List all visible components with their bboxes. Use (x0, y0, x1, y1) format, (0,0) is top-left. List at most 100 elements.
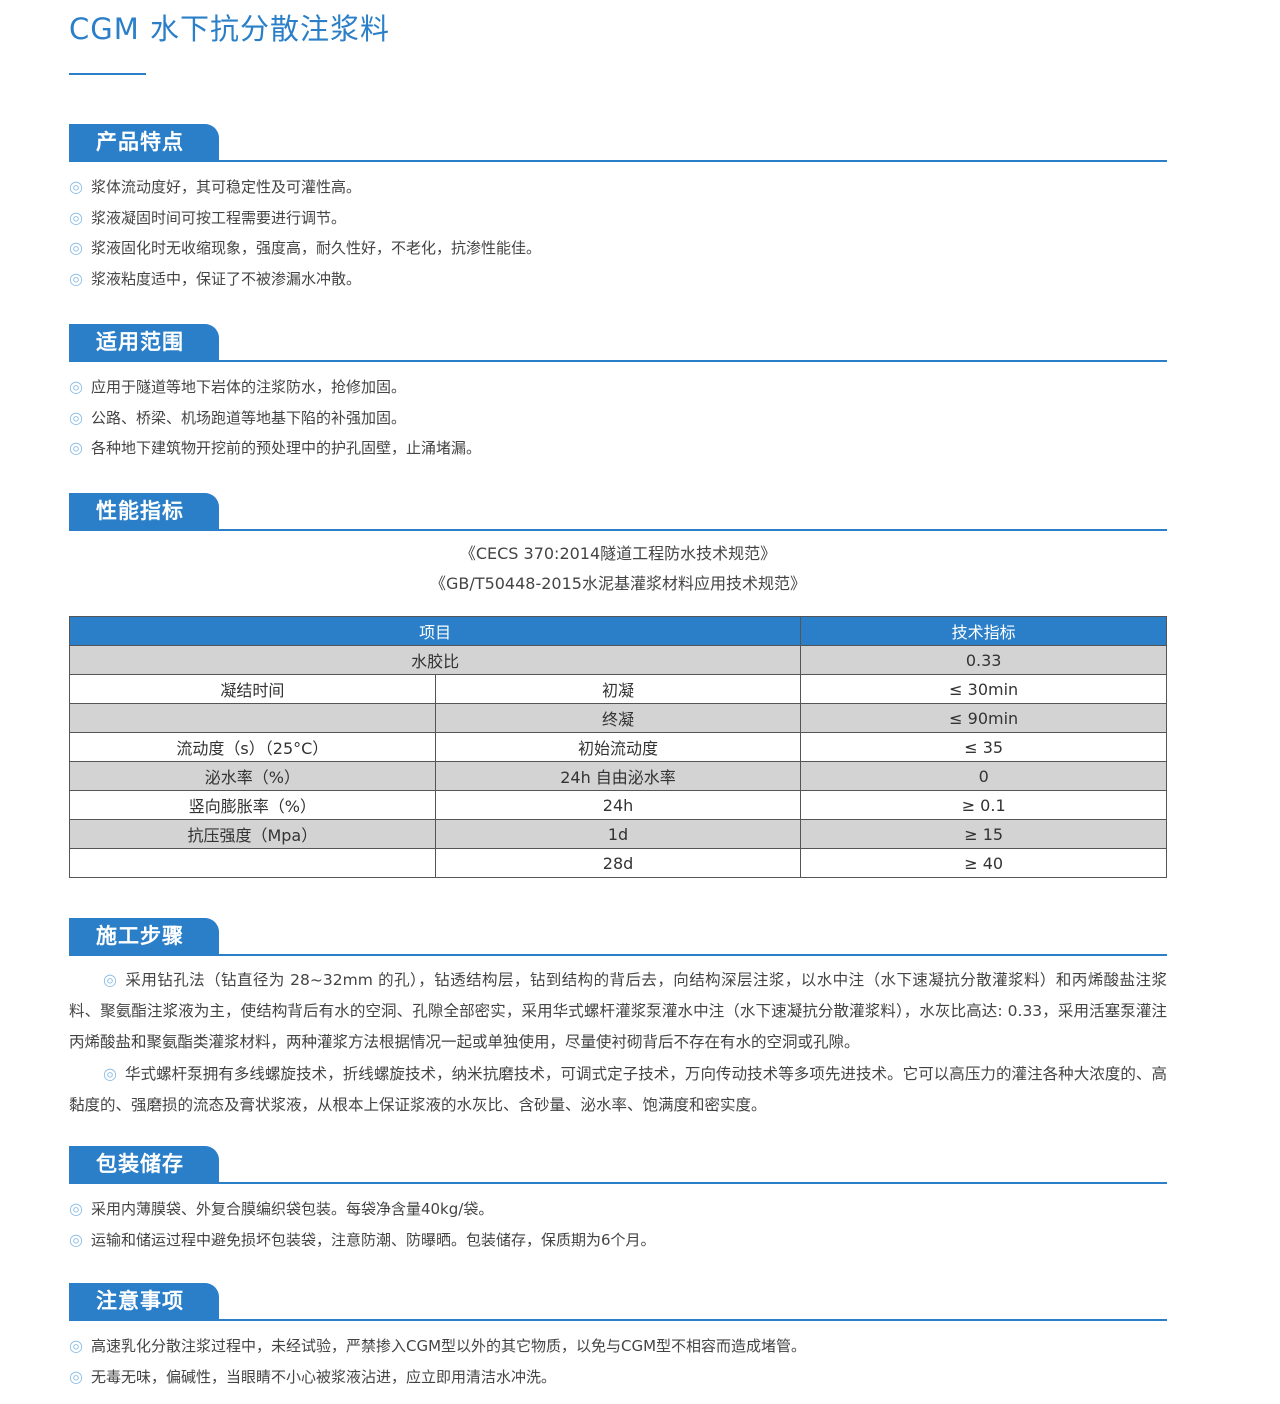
list-item-text: 浆液固化时无收缩现象，强度高，耐久性好，不老化，抗渗性能佳。 (90, 239, 541, 257)
table-cell: 24h (434, 790, 802, 820)
section-performance: 性能指标 《CECS 370:2014隧道工程防水技术规范》 《GB/T5044… (68, 493, 1167, 878)
table-cell: 泌水率（%） (69, 761, 436, 791)
table-cell: ≤ 35 (800, 732, 1167, 762)
table-cell: 凝结时间 (69, 674, 436, 704)
list-item: ◎ 公路、桥梁、机场跑道等地基下陷的补强加固。 (69, 403, 1167, 434)
table-row: 竖向膨胀率（%） 24h ≥ 0.1 (69, 790, 1167, 820)
section-construction: 施工步骤 ◎ 采用钻孔法（钻直径为 28~32mm 的孔），钻透结构层，钻到结构的… (69, 918, 1167, 1121)
list-item-text: 无毒无味，偏碱性，当眼睛不小心被浆液沾进，应立即用清洁水冲洗。 (90, 1367, 556, 1386)
table-row: 水胶比 0.33 (68, 645, 1167, 675)
spec-table: 项目 技术指标 水胶比 0.33 凝结时间 初凝 ≤ 30min 终凝 ≤ 90min 流动度（… (68, 616, 1167, 878)
paragraph-text: 采用钻孔法（钻直径为 28~32mm 的孔），钻透结构层，钻到结构的背后去，向结… (69, 971, 1167, 1051)
list-item-text: 各种地下建筑物开挖前的预处理中的护孔固壁，止涌堵漏。 (90, 439, 481, 457)
list-item: ◎ 浆液固化时无收缩现象，强度高，耐久性好，不老化，抗渗性能佳。 (69, 233, 1167, 264)
table-cell: ≥ 0.1 (800, 790, 1167, 820)
section-heading: 性能指标 (69, 493, 219, 529)
table-row: 凝结时间 初凝 ≤ 30min (69, 674, 1167, 704)
section-packaging: 包装储存 ◎ 采用内薄膜袋、外复合膜编织袋包装。每袋净含量40kg/袋。 ◎ 运输和储… (69, 1146, 1167, 1255)
section-heading: 包装储存 (69, 1146, 219, 1182)
section-heading: 施工步骤 (69, 918, 219, 954)
list-item-text: 运输和储运过程中避免损坏包装袋，注意防潮、防曝晒。包装储存，保质期为6个月。 (90, 1230, 656, 1249)
list-item-text: 采用内薄膜袋、外复合膜编织袋包装。每袋净含量40kg/袋。 (90, 1200, 494, 1218)
table-cell: ≥ 40 (800, 848, 1167, 878)
table-cell: 抗压强度（Mpa） (69, 819, 436, 849)
table-row: 终凝 ≤ 90min (69, 703, 1167, 733)
bullet-icon: ◎ (69, 377, 83, 396)
table-header-row: 项目 技术指标 (68, 616, 1167, 646)
table-row: 28d ≥ 40 (69, 848, 1167, 878)
table-cell: ≤ 30min (800, 674, 1167, 704)
page-title: CGM 水下抗分散注浆料 (69, 12, 390, 46)
table-cell: 28d (434, 848, 802, 878)
bullet-list: ◎ 采用内薄膜袋、外复合膜编织袋包装。每袋净含量40kg/袋。 ◎ 运输和储运过程中避… (69, 1194, 1167, 1255)
section-scope: 适用范围 ◎ 应用于隧道等地下岩体的注浆防水，抢修加固。 ◎ 公路、桥梁、机场跑道等地… (69, 324, 1167, 464)
section-heading: 适用范围 (69, 324, 219, 360)
list-item-text: 公路、桥梁、机场跑道等地基下陷的补强加固。 (90, 408, 406, 427)
section-header: 包装储存 (69, 1146, 1167, 1184)
bullet-icon: ◎ (69, 268, 83, 288)
table-row: 抗压强度（Mpa） 1d ≥ 15 (69, 819, 1167, 849)
table-cell: 1d (434, 819, 802, 849)
bullet-icon: ◎ (69, 407, 83, 427)
bullet-icon: ◎ (103, 970, 118, 989)
bullet-icon: ◎ (69, 1229, 83, 1249)
section-heading: 注意事项 (69, 1283, 219, 1319)
table-row: 流动度（s）（25°C） 初始流动度 ≤ 35 (69, 732, 1167, 762)
table-cell: 0 (800, 761, 1167, 791)
section-header: 产品特点 (69, 124, 1167, 162)
section-header: 适用范围 (69, 324, 1167, 362)
table-cell: 0.33 (800, 645, 1167, 675)
table-cell: 水胶比 (68, 645, 802, 675)
table-cell: 竖向膨胀率（%） (69, 790, 436, 820)
header-item: 项目 (68, 616, 802, 646)
paragraph: ◎ 采用钻孔法（钻直径为 28~32mm 的孔），钻透结构层，钻到结构的背后去，向… (69, 964, 1167, 1058)
table-cell (69, 703, 436, 733)
bullet-icon: ◎ (69, 1199, 83, 1218)
bullet-icon: ◎ (69, 1366, 83, 1386)
list-item: ◎ 浆体流动度好，其可稳定性及可灌性高。 (69, 172, 1167, 203)
list-item: ◎ 应用于隧道等地下岩体的注浆防水，抢修加固。 (69, 372, 1167, 403)
section-header: 性能指标 (69, 493, 1167, 531)
table-cell: ≤ 90min (800, 703, 1167, 733)
bullet-icon: ◎ (69, 438, 83, 457)
table-cell: 24h 自由泌水率 (434, 761, 802, 791)
paragraph-text: 华式螺杆泵拥有多线螺旋技术，折线螺旋技术，纳米抗磨技术，可调式定子技术，万向传动… (69, 1065, 1167, 1114)
table-cell: 初始流动度 (434, 732, 802, 762)
table-cell: 初凝 (434, 674, 802, 704)
section-header: 施工步骤 (69, 918, 1167, 956)
section-header: 注意事项 (69, 1283, 1167, 1321)
list-item-text: 应用于隧道等地下岩体的注浆防水，抢修加固。 (90, 378, 406, 396)
bullet-icon: ◎ (69, 207, 83, 227)
table-cell (69, 848, 436, 878)
list-item: ◎ 高速乳化分散注浆过程中，未经试验，严禁掺入CGM型以外的其它物质，以免与CGM… (69, 1331, 1167, 1362)
list-item: ◎ 采用内薄膜袋、外复合膜编织袋包装。每袋净含量40kg/袋。 (69, 1194, 1167, 1225)
table-cell: 终凝 (434, 703, 802, 733)
list-item: ◎ 浆液粘度适中，保证了不被渗漏水冲散。 (69, 264, 1167, 295)
list-item: ◎ 各种地下建筑物开挖前的预处理中的护孔固壁，止涌堵漏。 (69, 433, 1167, 464)
bullet-icon: ◎ (103, 1064, 118, 1083)
bullet-icon: ◎ (69, 177, 83, 196)
standard-reference: 《CECS 370:2014隧道工程防水技术规范》 (459, 544, 777, 563)
table-cell: 流动度（s）（25°C） (69, 732, 436, 762)
list-item: ◎ 浆液凝固时间可按工程需要进行调节。 (69, 203, 1167, 234)
list-item-text: 浆液凝固时间可按工程需要进行调节。 (90, 208, 346, 227)
bullet-icon: ◎ (69, 238, 83, 257)
list-item-text: 高速乳化分散注浆过程中，未经试验，严禁掺入CGM型以外的其它物质，以免与CGM型… (90, 1337, 807, 1355)
section-features: 产品特点 ◎ 浆体流动度好，其可稳定性及可灌性高。 ◎ 浆液凝固时间可按工程需要进行调… (69, 124, 1167, 294)
bullet-icon: ◎ (69, 1336, 83, 1355)
section-heading: 产品特点 (69, 124, 219, 160)
title-underline (69, 73, 146, 75)
header-spec: 技术指标 (800, 616, 1167, 646)
list-item: ◎ 运输和储运过程中避免损坏包装袋，注意防潮、防曝晒。包装储存，保质期为6个月。 (69, 1225, 1167, 1256)
list-item-text: 浆体流动度好，其可稳定性及可灌性高。 (90, 178, 361, 196)
list-item-text: 浆液粘度适中，保证了不被渗漏水冲散。 (90, 269, 361, 288)
bullet-list: ◎ 高速乳化分散注浆过程中，未经试验，严禁掺入CGM型以外的其它物质，以免与CGM… (69, 1331, 1167, 1392)
section-notes: 注意事项 ◎ 高速乳化分散注浆过程中，未经试验，严禁掺入CGM型以外的其它物质，以… (69, 1283, 1167, 1392)
construction-text: ◎ 采用钻孔法（钻直径为 28~32mm 的孔），钻透结构层，钻到结构的背后去，向… (69, 964, 1167, 1121)
bullet-list: ◎ 浆体流动度好，其可稳定性及可灌性高。 ◎ 浆液凝固时间可按工程需要进行调节。 ◎ 浆液… (69, 172, 1167, 294)
table-cell: ≥ 15 (800, 819, 1167, 849)
paragraph: ◎ 华式螺杆泵拥有多线螺旋技术，折线螺旋技术，纳米抗磨技术，可调式定子技术，万向传… (69, 1058, 1167, 1121)
table-row: 泌水率（%） 24h 自由泌水率 0 (69, 761, 1167, 791)
list-item: ◎ 无毒无味，偏碱性，当眼睛不小心被浆液沾进，应立即用清洁水冲洗。 (69, 1362, 1167, 1393)
